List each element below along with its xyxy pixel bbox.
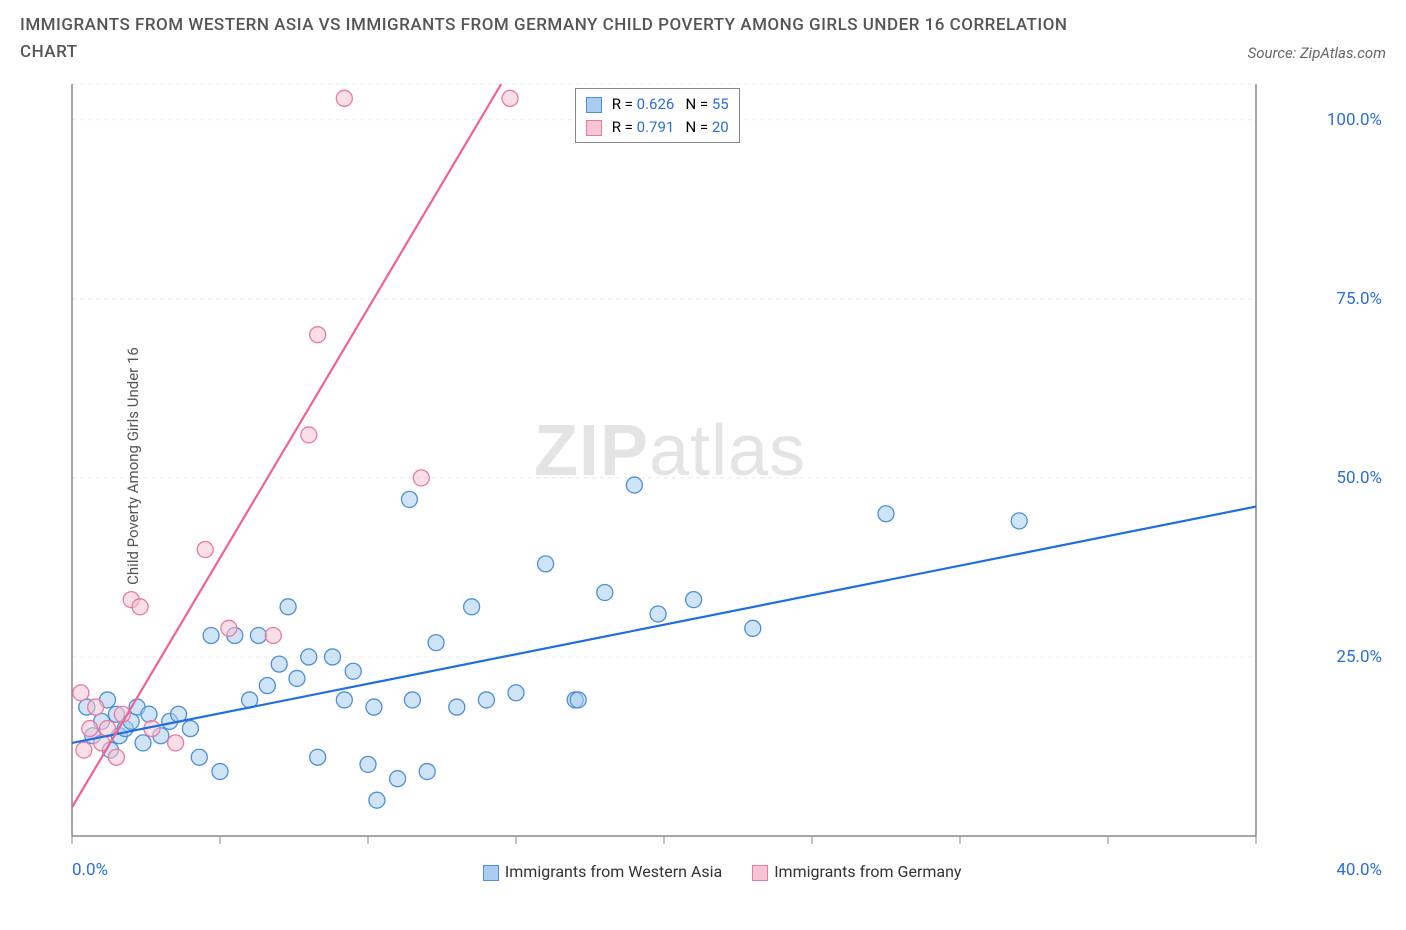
x-axis-row: 0.0% Immigrants from Western AsiaImmigra… xyxy=(20,858,1386,881)
legend-item: Immigrants from Western Asia xyxy=(483,862,722,881)
scatter-plot xyxy=(20,76,1320,856)
y-tick-label: 75.0% xyxy=(1336,289,1382,309)
series-legend: Immigrants from Western Asia Immigrants f… xyxy=(483,862,962,881)
x-tick-min: 0.0% xyxy=(72,860,108,880)
legend-row: R = 0.626 N = 55 xyxy=(586,93,729,116)
x-tick-max: 40.0% xyxy=(1336,860,1382,880)
y-axis-label: Child Poverty Among Girls Under 16 xyxy=(124,348,142,586)
legend-item: Immigrants from Germany xyxy=(752,862,961,881)
source-label: Source: ZipAtlas.com xyxy=(1248,44,1386,66)
y-tick-label: 25.0% xyxy=(1336,647,1382,667)
y-tick-label: 50.0% xyxy=(1336,468,1382,488)
correlation-legend: R = 0.626 N = 55 R = 0.791 N = 20 xyxy=(575,88,740,143)
legend-row: R = 0.791 N = 20 xyxy=(586,116,729,139)
y-tick-label: 100.0% xyxy=(1327,110,1382,130)
chart-title: IMMIGRANTS FROM WESTERN ASIA VS IMMIGRAN… xyxy=(20,12,1120,66)
chart-container: Child Poverty Among Girls Under 16 ZIPat… xyxy=(20,76,1320,856)
